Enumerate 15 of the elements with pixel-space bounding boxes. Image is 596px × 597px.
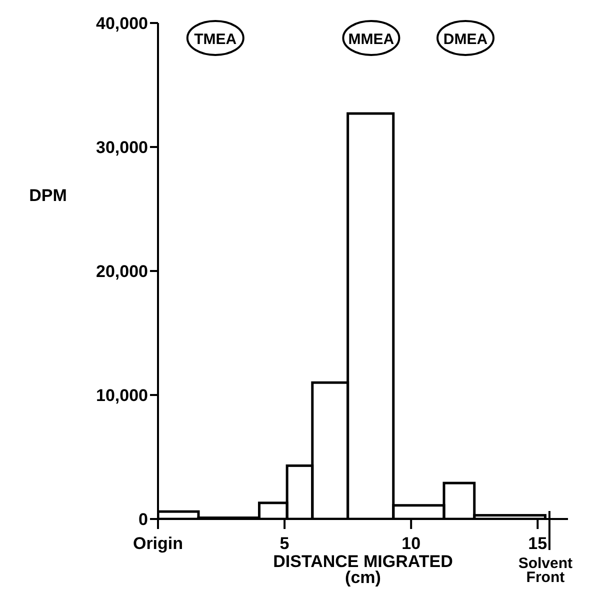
y-tick-label: 20,000 <box>96 262 148 282</box>
annotation: MMEA <box>348 31 394 48</box>
text: Solvent Front <box>518 555 573 586</box>
y-tick-label: 10,000 <box>96 386 148 406</box>
y-tick-label: 40,000 <box>96 14 148 34</box>
y-tick-label: 30,000 <box>96 138 148 158</box>
y-axis-title: DPM <box>29 186 67 205</box>
annotation: TMEA <box>194 31 237 48</box>
x-tick-label: 10 <box>402 534 421 553</box>
x-axis-title: DISTANCE MIGRATED (cm) <box>273 552 453 587</box>
annotation: DMEA <box>443 31 488 48</box>
x-tick-label: 5 <box>280 534 290 553</box>
y-tick-label: 0 <box>138 510 148 530</box>
x-tick-label: Origin <box>132 534 184 553</box>
x-tick-label: 15 <box>528 534 548 553</box>
